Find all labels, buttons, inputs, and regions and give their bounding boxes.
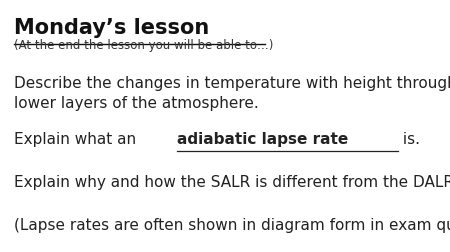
- Text: Explain what an: Explain what an: [14, 131, 140, 146]
- Text: (Lapse rates are often shown in diagram form in exam questions): (Lapse rates are often shown in diagram …: [14, 217, 450, 232]
- Text: adiabatic lapse rate: adiabatic lapse rate: [177, 131, 349, 146]
- Text: (At the end the lesson you will be able to…): (At the end the lesson you will be able …: [14, 39, 273, 52]
- Text: Describe the changes in temperature with height through the
lower layers of the : Describe the changes in temperature with…: [14, 76, 450, 110]
- Text: Monday’s lesson: Monday’s lesson: [14, 18, 209, 38]
- Text: is.: is.: [398, 131, 420, 146]
- Text: Explain why and how the SALR is different from the DALR: Explain why and how the SALR is differen…: [14, 174, 450, 189]
